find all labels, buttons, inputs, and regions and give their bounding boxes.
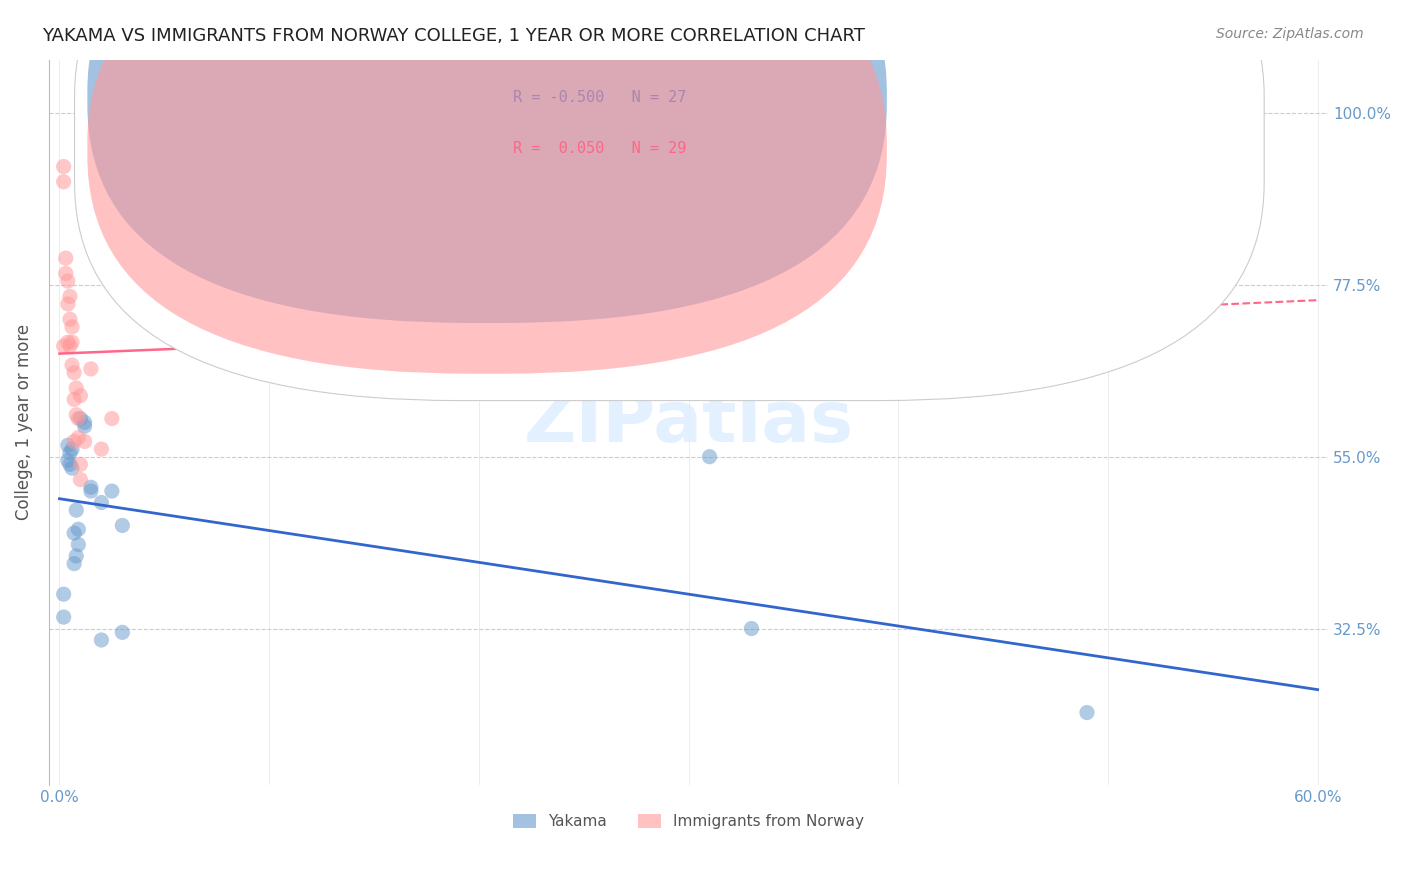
Point [63,366,86,380]
Point [90,495,112,509]
Point [56,438,79,452]
Point [824,267,846,281]
Point [1076,706,1098,720]
Point [60,335,83,350]
FancyBboxPatch shape [87,0,887,374]
Point [60,358,83,372]
Point [52,587,75,601]
Point [69,389,91,403]
Point [60,461,83,475]
Point [67,522,90,536]
Point [65,408,87,422]
Point [52,175,75,189]
Point [52,339,75,353]
Point [65,503,87,517]
Point [73,434,96,449]
Point [73,419,96,434]
Point [90,442,112,456]
Point [56,453,79,467]
Point [80,480,103,494]
Point [63,392,86,407]
Point [63,434,86,449]
Point [59,312,82,326]
Point [699,450,721,464]
Point [80,362,103,376]
Point [55,251,77,265]
Point [63,557,86,571]
Point [55,267,77,281]
Point [65,381,87,395]
Point [67,411,90,425]
Point [56,335,79,350]
Text: ZIPatlas: ZIPatlas [523,388,853,457]
Point [56,297,79,311]
Point [69,458,91,472]
FancyBboxPatch shape [87,0,887,323]
Point [59,458,82,472]
Point [67,431,90,445]
Legend: Yakama, Immigrants from Norway: Yakama, Immigrants from Norway [508,808,870,836]
Point [59,289,82,303]
Point [73,415,96,429]
Point [56,274,79,288]
Point [52,160,75,174]
Point [69,411,91,425]
Point [80,484,103,499]
Point [67,537,90,551]
FancyBboxPatch shape [75,0,1264,401]
Point [111,625,134,640]
Point [111,518,134,533]
Text: YAKAMA VS IMMIGRANTS FROM NORWAY COLLEGE, 1 YEAR OR MORE CORRELATION CHART: YAKAMA VS IMMIGRANTS FROM NORWAY COLLEGE… [42,27,865,45]
Point [59,446,82,460]
Text: Source: ZipAtlas.com: Source: ZipAtlas.com [1216,27,1364,41]
Point [60,442,83,456]
Text: R =  0.050   N = 29: R = 0.050 N = 29 [513,141,686,155]
Point [101,484,124,499]
Point [52,610,75,624]
Point [59,339,82,353]
Point [65,549,87,563]
Point [90,632,112,647]
Point [101,411,124,425]
Point [69,473,91,487]
Y-axis label: College, 1 year or more: College, 1 year or more [15,325,32,520]
Text: R = -0.500   N = 27: R = -0.500 N = 27 [513,90,686,105]
Point [63,526,86,541]
Point [740,622,762,636]
Point [60,319,83,334]
